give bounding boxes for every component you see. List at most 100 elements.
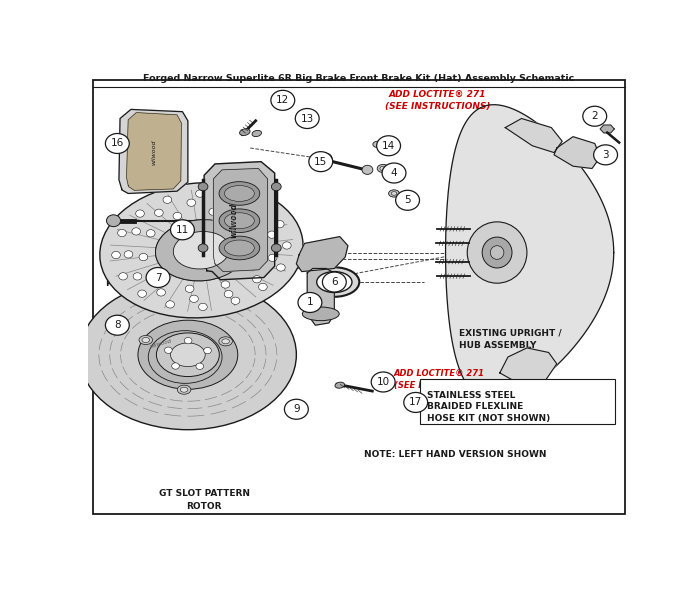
Ellipse shape xyxy=(222,339,230,344)
Polygon shape xyxy=(204,162,274,280)
Circle shape xyxy=(362,165,373,175)
Ellipse shape xyxy=(138,320,238,389)
Polygon shape xyxy=(214,169,267,271)
Circle shape xyxy=(253,276,261,283)
Circle shape xyxy=(395,191,419,210)
Circle shape xyxy=(258,283,267,290)
Circle shape xyxy=(255,240,264,247)
Circle shape xyxy=(132,228,141,235)
Circle shape xyxy=(283,242,291,249)
Ellipse shape xyxy=(252,130,262,137)
Ellipse shape xyxy=(225,185,254,201)
Ellipse shape xyxy=(391,192,397,195)
Circle shape xyxy=(146,267,170,287)
Circle shape xyxy=(295,109,319,129)
Circle shape xyxy=(133,273,142,280)
Text: wilwood: wilwood xyxy=(149,338,172,349)
Ellipse shape xyxy=(219,182,260,205)
Polygon shape xyxy=(500,348,556,382)
Circle shape xyxy=(267,231,276,238)
Circle shape xyxy=(276,264,285,271)
Circle shape xyxy=(371,372,395,392)
Text: NOTE: LEFT HAND VERSION SHOWN: NOTE: LEFT HAND VERSION SHOWN xyxy=(364,450,547,459)
Text: wilwood: wilwood xyxy=(232,208,237,234)
Ellipse shape xyxy=(155,219,247,281)
Ellipse shape xyxy=(468,222,527,283)
Ellipse shape xyxy=(225,213,254,229)
Ellipse shape xyxy=(79,280,296,430)
Circle shape xyxy=(195,190,204,197)
Circle shape xyxy=(256,203,265,211)
Circle shape xyxy=(272,244,281,252)
Circle shape xyxy=(231,297,240,304)
Ellipse shape xyxy=(316,271,352,293)
Text: STAINLESS STEEL
BRAIDED FLEXLINE
HOSE KIT (NOT SHOWN): STAINLESS STEEL BRAIDED FLEXLINE HOSE KI… xyxy=(426,391,550,423)
Text: ADD LOCTITE® 271
(SEE INSTRUCTIONS): ADD LOCTITE® 271 (SEE INSTRUCTIONS) xyxy=(385,90,490,111)
Circle shape xyxy=(199,303,207,310)
Ellipse shape xyxy=(225,240,254,256)
Ellipse shape xyxy=(219,337,232,346)
Text: wilwood: wilwood xyxy=(151,140,156,165)
Circle shape xyxy=(271,90,295,110)
Circle shape xyxy=(172,363,179,369)
Polygon shape xyxy=(296,237,348,271)
Circle shape xyxy=(309,152,332,172)
Circle shape xyxy=(268,254,277,261)
Ellipse shape xyxy=(302,307,340,320)
Circle shape xyxy=(186,285,194,293)
Circle shape xyxy=(154,274,162,282)
Text: wilwood: wilwood xyxy=(230,203,239,238)
Ellipse shape xyxy=(139,336,153,345)
Circle shape xyxy=(209,208,218,215)
Ellipse shape xyxy=(171,343,205,366)
Circle shape xyxy=(204,348,211,354)
Ellipse shape xyxy=(219,236,260,260)
Text: 13: 13 xyxy=(300,113,314,123)
Text: 3: 3 xyxy=(602,150,609,160)
Polygon shape xyxy=(307,268,335,325)
Text: 15: 15 xyxy=(314,157,328,166)
Polygon shape xyxy=(119,109,188,194)
Circle shape xyxy=(284,399,308,419)
Circle shape xyxy=(228,192,237,200)
Circle shape xyxy=(275,221,284,228)
Text: 14: 14 xyxy=(382,141,396,151)
Polygon shape xyxy=(554,137,600,169)
Circle shape xyxy=(190,295,198,303)
Text: 12: 12 xyxy=(276,96,289,106)
Text: 6: 6 xyxy=(331,277,337,287)
Ellipse shape xyxy=(389,190,400,197)
Circle shape xyxy=(118,230,126,237)
Ellipse shape xyxy=(181,387,188,392)
Circle shape xyxy=(377,136,400,156)
Text: 16: 16 xyxy=(111,139,124,149)
Circle shape xyxy=(298,293,322,313)
Circle shape xyxy=(248,264,256,271)
Ellipse shape xyxy=(482,237,512,268)
Circle shape xyxy=(594,145,617,165)
Circle shape xyxy=(139,254,148,261)
Circle shape xyxy=(136,210,144,217)
Text: SRP DRILLED/SLOTTED
PATTERN ROTOR: SRP DRILLED/SLOTTED PATTERN ROTOR xyxy=(106,267,222,289)
Text: ADD LOCTITE® 271
(SEE INSTRUCTIONS): ADD LOCTITE® 271 (SEE INSTRUCTIONS) xyxy=(394,369,492,390)
Circle shape xyxy=(166,301,174,308)
Circle shape xyxy=(187,199,195,206)
Ellipse shape xyxy=(380,166,386,171)
Ellipse shape xyxy=(239,129,250,136)
Polygon shape xyxy=(127,113,181,191)
FancyBboxPatch shape xyxy=(420,379,615,424)
Circle shape xyxy=(163,196,172,204)
Ellipse shape xyxy=(490,245,504,260)
Circle shape xyxy=(323,272,346,292)
Polygon shape xyxy=(446,104,614,401)
Ellipse shape xyxy=(219,209,260,232)
Circle shape xyxy=(404,392,428,412)
Ellipse shape xyxy=(142,337,150,342)
Polygon shape xyxy=(505,119,562,153)
Circle shape xyxy=(251,211,260,219)
Ellipse shape xyxy=(177,385,191,394)
Ellipse shape xyxy=(100,183,303,318)
Ellipse shape xyxy=(597,149,610,158)
Circle shape xyxy=(164,347,172,353)
Text: 10: 10 xyxy=(377,377,390,387)
